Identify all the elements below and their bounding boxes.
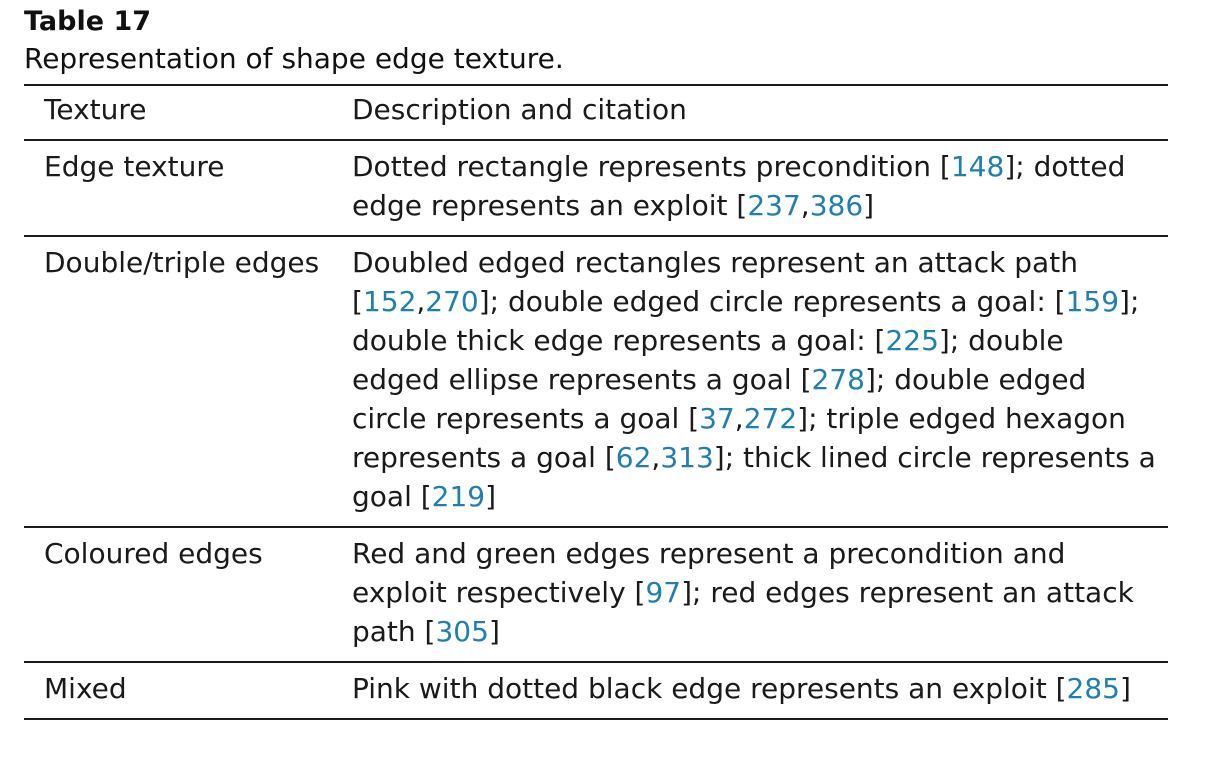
description-cell: Red and green edges represent a precondi… — [352, 527, 1168, 662]
citation-link[interactable]: 285 — [1066, 672, 1120, 705]
description-text: Pink with dotted black edge represents a… — [352, 672, 1067, 705]
citation-link[interactable]: 225 — [885, 324, 939, 357]
table-header-row: Texture Description and citation — [24, 85, 1168, 140]
citation-link[interactable]: 152 — [362, 285, 417, 318]
description-text: Red and green edges represent a precondi… — [352, 537, 1066, 609]
description-text: ] — [488, 615, 500, 648]
table-row: Coloured edges Red and green edges repres… — [24, 527, 1168, 662]
citation-link[interactable]: 37 — [699, 402, 735, 435]
description-cell: Doubled edged rectangles represent an at… — [352, 236, 1168, 527]
description-text: , — [734, 402, 744, 435]
citation-link[interactable]: 313 — [660, 441, 714, 474]
header-texture: Texture — [44, 93, 147, 126]
table-row: Edge texture Dotted rectangle represents … — [24, 140, 1168, 236]
citation-link[interactable]: 62 — [615, 441, 652, 474]
citation-link[interactable]: 148 — [950, 150, 1005, 183]
description-text: ]; red edges represent an attack path [ — [352, 576, 1134, 648]
description-text: ]; double edged circle represents a goal… — [478, 285, 1066, 318]
citation-link[interactable]: 305 — [435, 615, 489, 648]
description-text: ]; triple edged hexagon represents a goa… — [352, 402, 1126, 474]
citation-link[interactable]: 219 — [431, 480, 486, 513]
citation-link[interactable]: 386 — [809, 189, 864, 222]
description-text: ] — [863, 189, 875, 222]
description-text: ] — [1119, 672, 1131, 705]
table-label: Table 17 — [24, 6, 152, 37]
citation-link[interactable]: 159 — [1065, 285, 1120, 318]
description-text: ]; double thick edge represents a goal: … — [352, 285, 1140, 357]
description-text: , — [416, 285, 426, 318]
texture-cell: Double/triple edges — [44, 246, 320, 279]
citation-link[interactable]: 270 — [425, 285, 479, 318]
citation-link[interactable]: 278 — [811, 363, 865, 396]
description-text: ]; double edged ellipse represents a goa… — [352, 324, 1064, 396]
texture-cell: Mixed — [44, 672, 127, 705]
description-text: ] — [485, 480, 497, 513]
description-text: , — [651, 441, 661, 474]
table-caption: Representation of shape edge texture. — [24, 42, 564, 75]
header-description: Description and citation — [352, 93, 687, 126]
citation-link[interactable]: 97 — [645, 576, 682, 609]
citation-link[interactable]: 272 — [743, 402, 798, 435]
description-text: Doubled edged rectangles represent an at… — [352, 246, 1078, 318]
description-text: Dotted rectangle represents precondition… — [352, 150, 951, 183]
table-container: Table 17 Representation of shape edge te… — [24, 4, 1168, 720]
description-text: , — [800, 189, 810, 222]
table-body: Edge texture Dotted rectangle represents … — [24, 140, 1168, 719]
edge-texture-table: Texture Description and citation Edge te… — [24, 84, 1168, 720]
description-text: ]; thick lined circle represents a goal … — [352, 441, 1156, 513]
description-cell: Pink with dotted black edge represents a… — [352, 662, 1168, 719]
table-row: Mixed Pink with dotted black edge represe… — [24, 662, 1168, 719]
texture-cell: Coloured edges — [44, 537, 263, 570]
description-cell: Dotted rectangle represents precondition… — [352, 140, 1168, 236]
table-row: Double/triple edges Doubled edged rectang… — [24, 236, 1168, 527]
texture-cell: Edge texture — [44, 150, 225, 183]
citation-link[interactable]: 237 — [747, 189, 801, 222]
description-text: ]; dotted edge represents an exploit [ — [352, 150, 1126, 222]
description-text: ]; double edged circle represents a goal… — [352, 363, 1087, 435]
